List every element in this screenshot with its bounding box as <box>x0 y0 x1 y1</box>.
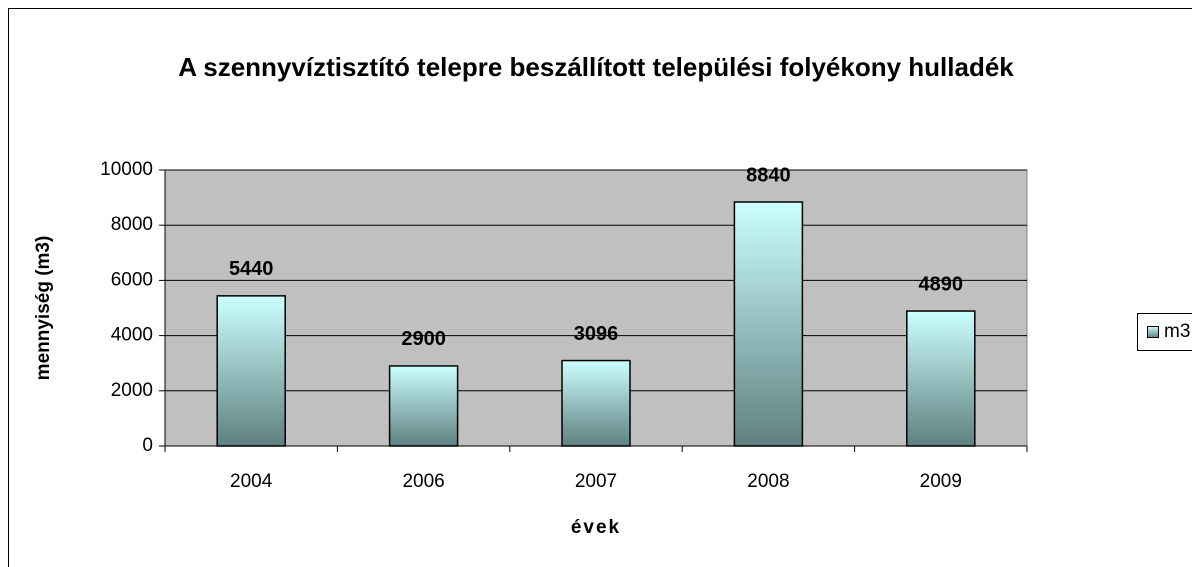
x-tick-label: 2009 <box>920 471 962 492</box>
y-tick-label: 4000 <box>111 325 153 346</box>
bar <box>216 295 286 447</box>
y-axis-label: mennyiség (m3) <box>33 236 54 381</box>
y-tick-label: 8000 <box>111 214 153 235</box>
data-label: 3096 <box>574 323 619 345</box>
bar <box>561 359 631 447</box>
y-tick-label: 10000 <box>100 159 153 180</box>
y-tick-label: 0 <box>142 435 153 456</box>
y-tick-label: 2000 <box>111 380 153 401</box>
data-label: 5440 <box>229 258 274 280</box>
bar <box>388 365 459 447</box>
chart-title: A szennyvíztisztító telepre beszállított… <box>178 52 1014 82</box>
legend-box <box>1137 313 1192 351</box>
x-tick-label: 2004 <box>230 471 273 492</box>
data-label: 2900 <box>401 328 446 350</box>
legend-swatch <box>1147 326 1159 338</box>
data-label: 4890 <box>919 273 964 295</box>
x-tick-label: 2008 <box>747 471 789 492</box>
x-axis-label: évek <box>571 517 621 538</box>
y-tick-label: 6000 <box>111 269 153 290</box>
legend-label: m3 <box>1164 321 1190 342</box>
x-tick-label: 2007 <box>575 471 617 492</box>
bar <box>733 201 804 447</box>
x-tick-label: 2006 <box>402 471 444 492</box>
data-label: 8840 <box>746 164 791 186</box>
bar <box>906 310 976 447</box>
